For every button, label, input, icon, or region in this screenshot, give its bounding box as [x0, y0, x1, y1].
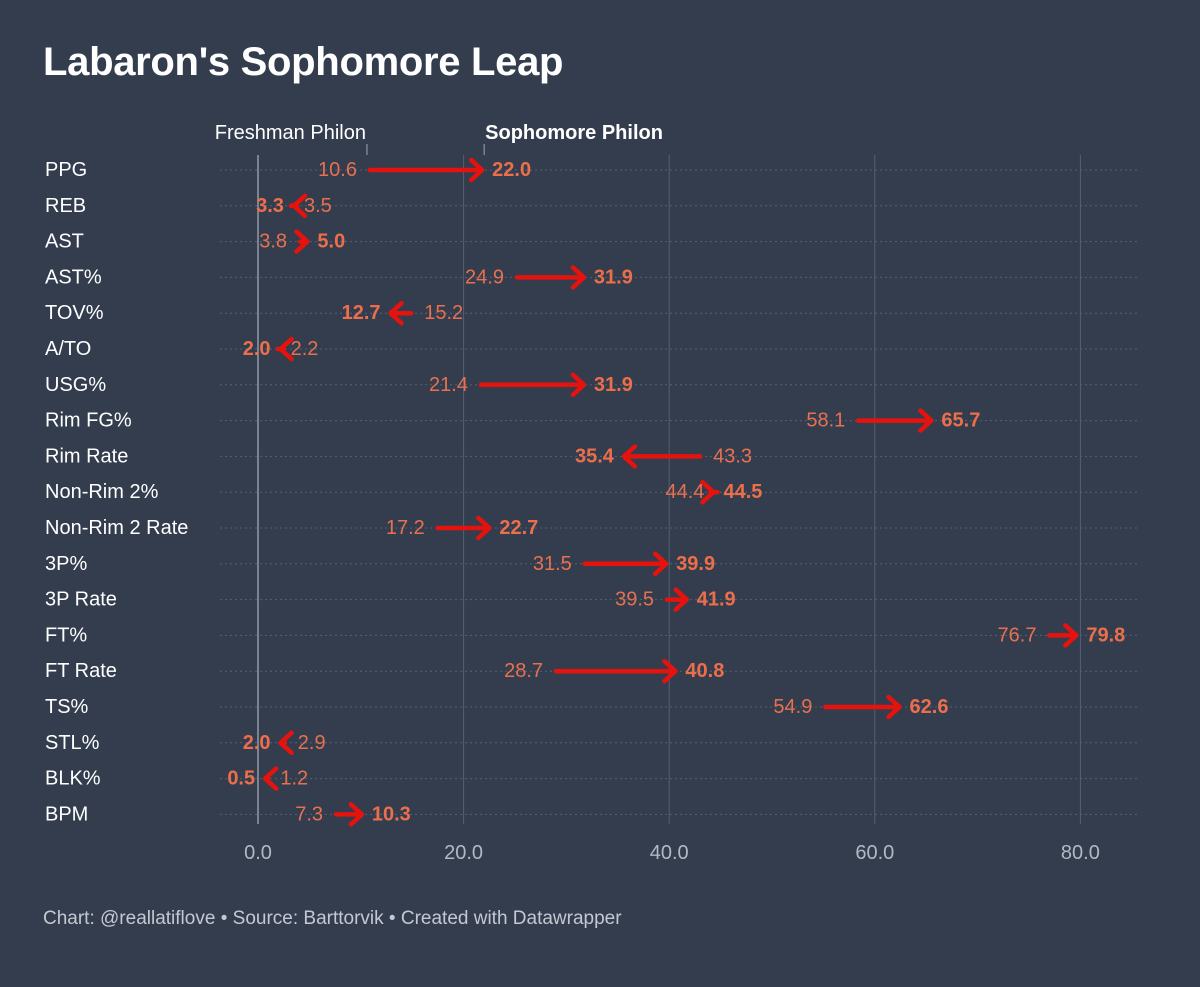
value-sophomore: 2.0 — [243, 338, 271, 360]
arrow-head — [1063, 623, 1079, 648]
arrow-head — [662, 658, 678, 684]
value-sophomore: 41.9 — [697, 589, 736, 611]
row-label: Rim FG% — [45, 410, 132, 432]
row-label: PPG — [45, 159, 87, 181]
value-sophomore: 22.0 — [492, 159, 531, 181]
arrow-head — [652, 551, 669, 577]
arrow-head — [673, 587, 689, 612]
row-label: REB — [45, 195, 86, 217]
value-sophomore: 12.7 — [342, 302, 381, 324]
arrow-head — [262, 766, 279, 791]
value-sophomore: 3.3 — [256, 195, 284, 217]
value-freshman: 43.3 — [713, 445, 752, 467]
value-freshman: 31.5 — [533, 553, 572, 575]
value-freshman: 28.7 — [504, 660, 543, 682]
value-freshman: 58.1 — [806, 410, 845, 432]
x-tick-label: 40.0 — [650, 842, 689, 864]
row-label: TS% — [45, 696, 89, 718]
arrow-head — [570, 372, 587, 398]
arrow-head — [700, 479, 716, 505]
arrow-head — [278, 730, 294, 756]
row-label: BPM — [45, 803, 88, 825]
value-freshman: 10.6 — [318, 159, 357, 181]
chart-footer: Chart: @reallatiflove • Source: Barttorv… — [43, 908, 622, 930]
row-label: AST — [45, 231, 84, 253]
legend-sophomore: Sophomore Philon — [485, 122, 663, 144]
value-sophomore: 22.7 — [499, 517, 538, 539]
row-label: FT% — [45, 624, 87, 646]
value-freshman: 2.2 — [291, 338, 319, 360]
value-sophomore: 2.0 — [243, 732, 271, 754]
x-tick-label: 60.0 — [855, 842, 894, 864]
value-sophomore: 40.8 — [685, 660, 724, 682]
arrow-head — [291, 193, 308, 219]
row-label: USG% — [45, 374, 106, 396]
arrow-head — [294, 229, 310, 254]
value-freshman: 3.5 — [304, 195, 332, 217]
value-freshman: 76.7 — [998, 624, 1037, 646]
arrow-head — [348, 802, 365, 827]
arrow-head — [278, 336, 294, 362]
chart-title: Labaron's Sophomore Leap — [43, 40, 564, 84]
footer-tool: Created with Datawrapper — [400, 908, 622, 929]
value-sophomore: 31.9 — [594, 374, 633, 396]
row-label: BLK% — [45, 768, 101, 790]
value-freshman: 24.9 — [465, 266, 504, 288]
value-freshman: 54.9 — [773, 696, 812, 718]
value-sophomore: 39.9 — [676, 553, 715, 575]
row-label: AST% — [45, 266, 102, 288]
arrow-head — [621, 444, 638, 469]
row-label: FT Rate — [45, 660, 117, 682]
value-sophomore: 5.0 — [317, 231, 345, 253]
value-sophomore: 35.4 — [575, 445, 615, 467]
value-sophomore: 10.3 — [372, 803, 411, 825]
value-freshman: 39.5 — [615, 589, 654, 611]
footer-separator-1: • — [220, 908, 228, 929]
x-tick-label: 20.0 — [444, 842, 483, 864]
row-label: A/TO — [45, 338, 91, 360]
value-freshman: 2.9 — [298, 732, 326, 754]
value-freshman: 21.4 — [429, 374, 468, 396]
value-sophomore: 65.7 — [941, 410, 980, 432]
value-freshman: 15.2 — [424, 302, 463, 324]
value-sophomore: 0.5 — [227, 768, 255, 790]
footer-source: Source: Barttorvik — [232, 908, 384, 929]
value-freshman: 44.4 — [665, 481, 704, 503]
footer-separator-2: • — [388, 908, 396, 929]
arrow-head — [476, 515, 492, 541]
row-label: 3P Rate — [45, 589, 117, 611]
arrow-head — [570, 265, 587, 290]
row-label: STL% — [45, 732, 100, 754]
value-sophomore: 31.9 — [594, 266, 633, 288]
footer-credit: Chart: @reallatiflove — [43, 908, 216, 929]
row-label: Non-Rim 2% — [45, 481, 159, 503]
arrow-head — [886, 694, 902, 720]
value-sophomore: 44.5 — [723, 481, 762, 503]
value-sophomore: 79.8 — [1086, 624, 1125, 646]
arrow-head — [468, 157, 485, 183]
value-freshman: 3.8 — [259, 231, 287, 253]
value-freshman: 17.2 — [386, 517, 425, 539]
row-label: 3P% — [45, 553, 87, 575]
legend-freshman: Freshman Philon — [215, 122, 366, 144]
x-tick-label: 80.0 — [1061, 842, 1100, 864]
row-label: Rim Rate — [45, 445, 128, 467]
row-label: Non-Rim 2 Rate — [45, 517, 188, 539]
arrow-head — [388, 300, 404, 326]
arrow-head — [918, 408, 934, 433]
value-freshman: 7.3 — [295, 803, 323, 825]
value-freshman: 1.2 — [280, 768, 308, 790]
x-tick-label: 0.0 — [244, 842, 272, 864]
row-label: TOV% — [45, 302, 104, 324]
value-sophomore: 62.6 — [910, 696, 949, 718]
